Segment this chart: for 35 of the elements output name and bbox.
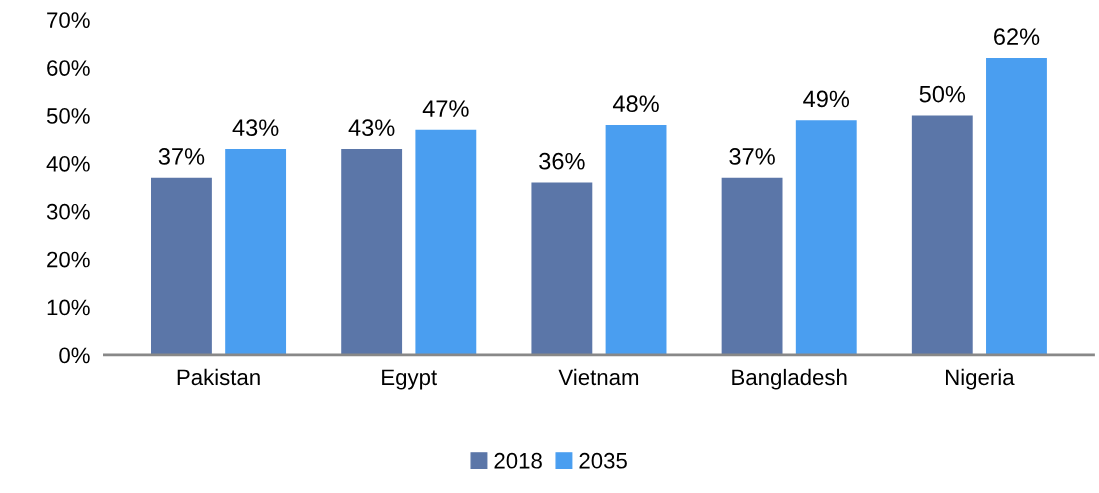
y-tick-label: 10% <box>47 299 90 316</box>
data-label: 49% <box>803 90 850 108</box>
bar <box>986 58 1047 355</box>
bar <box>415 129 477 355</box>
y-tick-label: 60% <box>47 60 90 76</box>
bar <box>605 125 667 355</box>
x-tick-label: Nigeria <box>946 368 1015 390</box>
legend-label: 2018 <box>494 452 542 469</box>
y-tick-label: 50% <box>46 108 90 124</box>
y-tick-label: 30% <box>46 203 90 220</box>
data-label: 62% <box>994 28 1040 46</box>
data-label: 37% <box>729 148 775 165</box>
y-tick-label: 40% <box>46 155 90 172</box>
x-tick-label: Vietnam <box>558 368 639 386</box>
y-tick-label: 20% <box>47 251 90 268</box>
bar <box>911 115 973 355</box>
data-label: 47% <box>422 100 469 117</box>
data-label: 37% <box>158 148 205 165</box>
data-label: 43% <box>232 119 279 137</box>
y-tick-label: 70% <box>47 12 90 28</box>
data-label: 36% <box>539 152 585 170</box>
x-tick-label: Egypt <box>382 369 437 390</box>
data-label: 48% <box>612 95 659 113</box>
bar <box>721 177 783 355</box>
x-tick-label: Bangladesh <box>732 368 847 390</box>
y-tick-label: 0% <box>59 347 90 364</box>
bar <box>225 149 287 355</box>
bar <box>795 120 857 355</box>
bar <box>531 182 593 355</box>
bar <box>151 177 212 355</box>
data-label: 50% <box>919 85 966 103</box>
bar <box>341 149 403 355</box>
x-tick-label: Pakistan <box>177 368 260 386</box>
legend-label: 2035 <box>579 452 627 469</box>
data-label: 43% <box>348 119 395 137</box>
